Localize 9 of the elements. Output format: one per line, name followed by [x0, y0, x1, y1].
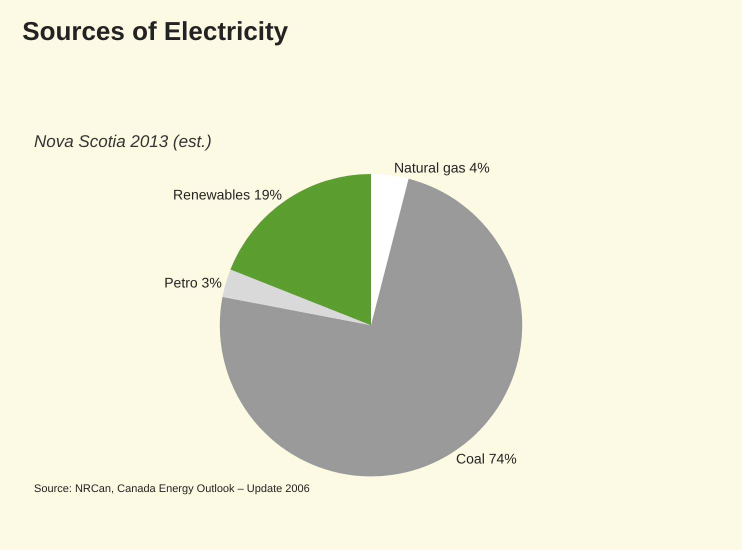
slice-label: Renewables 19% [173, 186, 282, 203]
pie-slice [371, 174, 409, 326]
chart-title: Sources of Electricity [22, 16, 289, 46]
slice-label: Natural gas 4% [394, 159, 490, 176]
slice-label: Coal 74% [456, 450, 517, 467]
chart-subtitle: Nova Scotia 2013 (est.) [34, 132, 212, 151]
source-note: Source: NRCan, Canada Energy Outlook – Update 2006 [34, 483, 310, 495]
pie-slice [222, 270, 371, 326]
slice-label: Petro 3% [164, 274, 222, 290]
